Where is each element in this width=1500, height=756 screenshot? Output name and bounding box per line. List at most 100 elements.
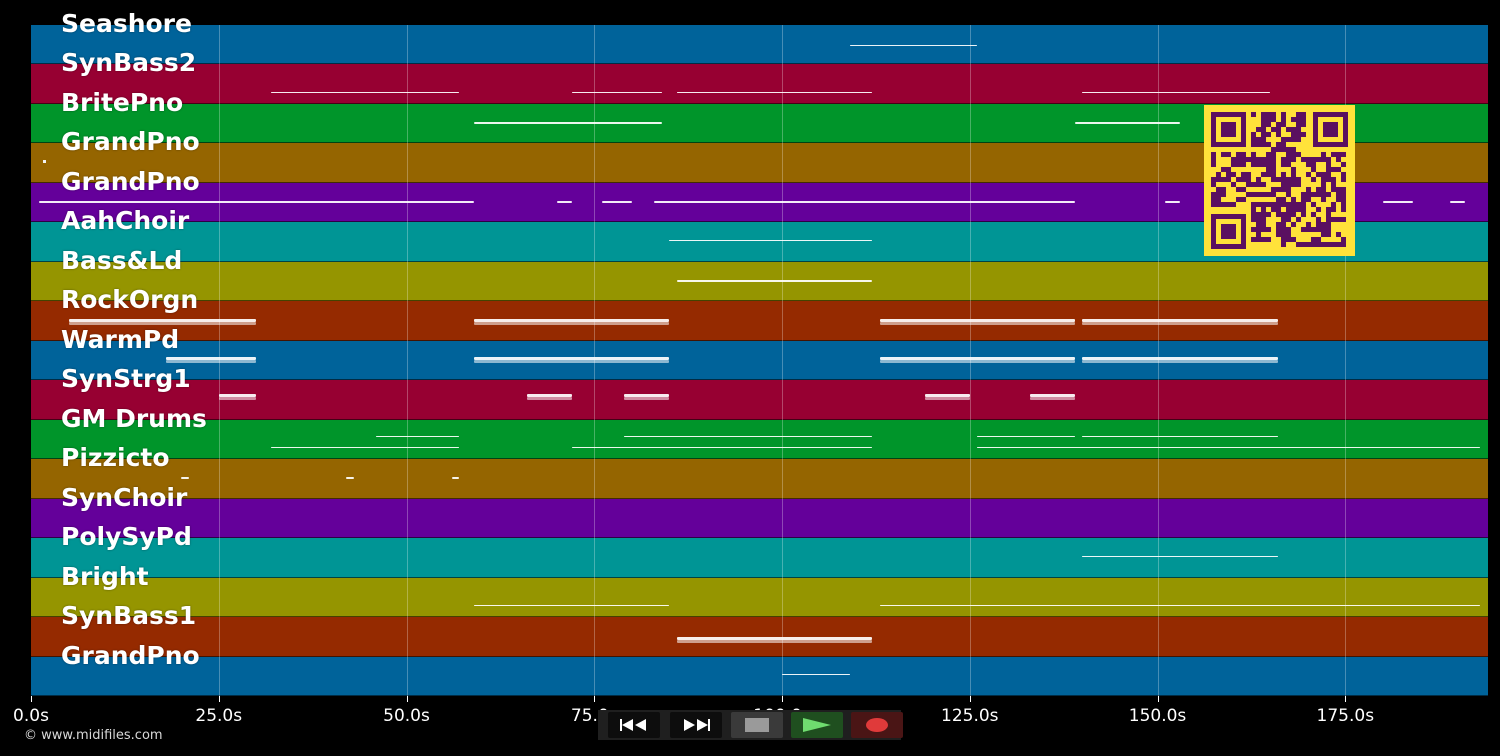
note-segment <box>1082 356 1278 360</box>
note-segment <box>879 319 1075 323</box>
note-segment <box>181 476 189 479</box>
track-label: SynBass2 <box>61 48 197 78</box>
stop-icon <box>745 718 769 732</box>
track-label: Pizzicto <box>61 443 170 473</box>
track-lane <box>31 25 1488 65</box>
note-segment <box>654 200 1075 203</box>
track-lane <box>31 340 1488 381</box>
track-label: GrandPno <box>61 166 200 196</box>
tick-mark <box>594 696 596 702</box>
track-lane <box>31 380 1488 420</box>
note-segment <box>1450 200 1466 203</box>
rewind-button[interactable] <box>608 712 660 738</box>
tick-label: 150.0s <box>1128 706 1187 726</box>
qr-code-image <box>1204 105 1355 256</box>
note-segment <box>218 394 257 398</box>
tick-label: 25.0s <box>195 706 243 726</box>
note-segment <box>271 92 460 94</box>
note-segment <box>474 605 670 607</box>
note-segment <box>68 319 257 323</box>
tick-label: 175.0s <box>1316 706 1375 726</box>
play-icon <box>803 718 831 732</box>
track-label: GrandPno <box>61 127 200 157</box>
note-segment <box>601 200 632 203</box>
note-segment <box>879 356 1075 360</box>
note-segment <box>166 356 257 360</box>
note-segment <box>676 279 873 282</box>
track-label: BritePno <box>61 87 184 117</box>
track-label: WarmPd <box>61 324 180 354</box>
grid-line <box>969 25 971 696</box>
copyright-text: © www.midifiles.com <box>24 728 163 743</box>
note-segment <box>1074 121 1181 124</box>
note-segment <box>879 605 1481 607</box>
tick-label: 0.0s <box>13 706 49 726</box>
track-lane <box>31 419 1488 460</box>
track-label: GM Drums <box>61 403 207 433</box>
stop-button[interactable] <box>731 712 783 738</box>
note-segment <box>474 319 670 323</box>
tick-mark <box>218 696 220 702</box>
grid-line <box>1157 25 1159 696</box>
track-lane <box>31 656 1488 696</box>
note-segment <box>1082 319 1278 323</box>
note-segment <box>571 447 873 449</box>
note-segment <box>1082 436 1278 438</box>
track-lane <box>31 577 1488 618</box>
note-segment <box>676 636 873 640</box>
note-segment <box>1165 200 1181 203</box>
note-segment <box>849 44 978 46</box>
grid-line <box>1345 25 1347 696</box>
tick-mark <box>1157 696 1159 702</box>
track-label: SynStrg1 <box>61 364 191 394</box>
note-segment <box>346 476 354 479</box>
note-segment <box>474 356 670 360</box>
grid-line <box>782 25 784 696</box>
tick-mark <box>969 696 971 702</box>
grid-line <box>594 25 596 696</box>
track-label: Seashore <box>61 9 192 38</box>
track-lane <box>31 459 1488 499</box>
rewind-icon <box>620 719 646 731</box>
track-lane <box>31 261 1488 302</box>
note-segment <box>624 436 873 438</box>
grid-line <box>406 25 408 696</box>
note-segment <box>474 121 662 124</box>
track-lane <box>31 301 1488 341</box>
note-segment <box>782 674 850 676</box>
track-label: GrandPno <box>61 640 200 670</box>
track-label: AahChoir <box>61 206 190 236</box>
note-segment <box>1082 555 1278 557</box>
record-button[interactable] <box>851 712 903 738</box>
track-lane <box>31 64 1488 104</box>
track-label: PolySyPd <box>61 522 192 552</box>
note-segment <box>669 240 873 242</box>
note-segment <box>676 92 873 94</box>
note-segment <box>556 200 572 203</box>
note-segment <box>924 394 970 398</box>
fast-forward-icon <box>684 719 710 731</box>
note-segment <box>271 447 460 449</box>
play-button[interactable] <box>791 712 843 738</box>
track-lane <box>31 538 1488 578</box>
track-label: Bright <box>61 561 149 591</box>
track-label: SynBass1 <box>61 601 197 631</box>
track-lane <box>31 617 1488 657</box>
tick-label: 50.0s <box>383 706 430 726</box>
track-label: Bass&Ld <box>61 245 183 275</box>
note-segment <box>1029 394 1075 398</box>
tick-mark <box>406 696 408 702</box>
note-segment <box>1382 200 1413 203</box>
note-segment <box>624 394 670 398</box>
playhead-marker <box>43 160 46 163</box>
tick-mark <box>782 696 784 702</box>
tick-label: 125.0s <box>941 706 999 726</box>
note-segment <box>451 476 460 479</box>
note-segment <box>38 200 475 203</box>
track-label: RockOrgn <box>61 285 199 315</box>
grid-line <box>218 25 220 696</box>
fast-forward-button[interactable] <box>670 712 722 738</box>
track-label: SynChoir <box>61 482 188 512</box>
note-segment <box>376 436 460 438</box>
